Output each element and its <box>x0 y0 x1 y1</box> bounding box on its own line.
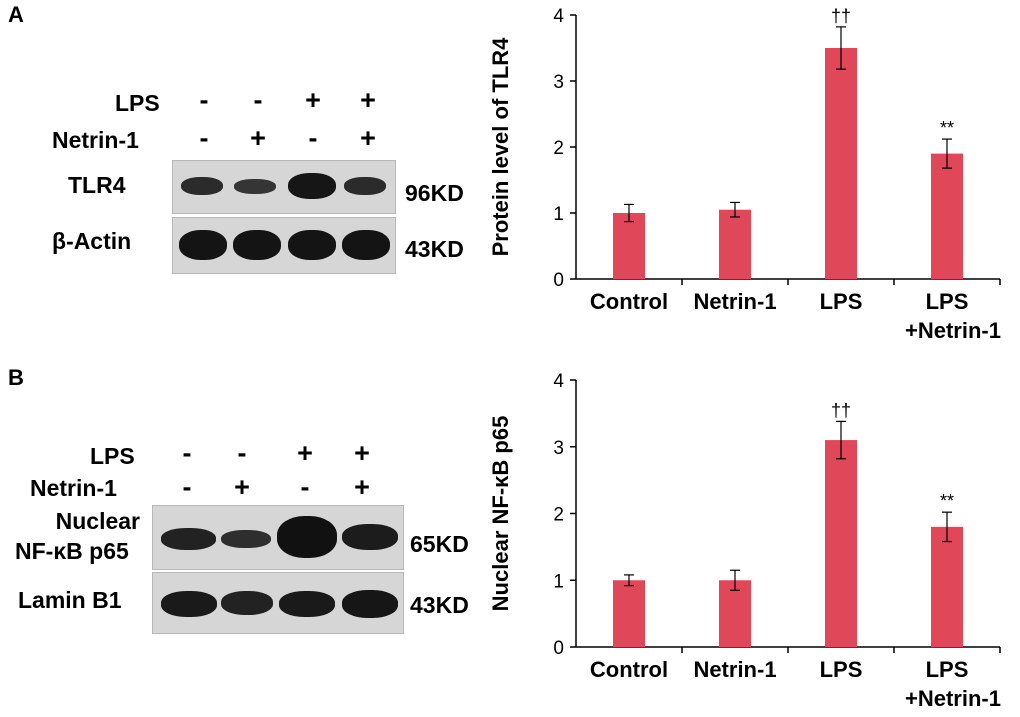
y-tick-label: 4 <box>553 6 564 27</box>
y-tick-label: 1 <box>553 571 564 592</box>
bar <box>931 526 963 647</box>
y-tick-label: 3 <box>553 438 564 459</box>
netrin-mark: - <box>300 472 310 502</box>
blot-band <box>288 173 336 199</box>
bar <box>825 440 857 647</box>
x-tick-label: Control <box>590 289 668 314</box>
netrin-mark: + <box>360 123 376 153</box>
blot-band <box>221 530 271 548</box>
lps-mark: - <box>237 438 247 468</box>
blot-label-actin: β-Actin <box>52 228 132 254</box>
blot-band <box>181 177 223 195</box>
blot-label-nfkb-line2: NF-κB p65 <box>15 538 129 564</box>
bar-chart-tlr4: 0 1 2 3 4 Protein level of TLR4 Control Netrin-… <box>488 6 1001 343</box>
lps-mark: + <box>305 85 321 115</box>
x-tick-label: LPS <box>926 289 969 314</box>
blot-band <box>233 230 281 260</box>
panel-a: A LPS - - + + Netrin-1 - + - + TLR4 96KD… <box>0 0 1020 358</box>
y-axis-label: Nuclear NF-κB p65 <box>488 416 513 612</box>
blot-band <box>234 179 276 194</box>
panel-b: B LPS - - + + Netrin-1 - + - + Nuclear N… <box>0 359 1020 717</box>
y-tick-label: 0 <box>553 270 564 291</box>
panel-letter: B <box>8 365 24 390</box>
blot-label-lamin: Lamin B1 <box>18 587 122 613</box>
netrin-mark: + <box>234 472 250 502</box>
blot-band <box>342 230 390 260</box>
bar <box>931 153 963 279</box>
panel-letter: A <box>8 2 24 27</box>
netrin-mark: - <box>308 123 318 153</box>
netrin-mark: + <box>250 123 266 153</box>
lps-mark: - <box>199 85 209 115</box>
lps-row-label: LPS <box>115 90 160 116</box>
lps-mark: - <box>253 85 263 115</box>
bar <box>825 48 857 279</box>
blot-label-nfkb: Nuclear <box>55 508 140 534</box>
significance-label: ** <box>940 491 954 511</box>
blot-band <box>279 591 335 617</box>
x-tick-label: Netrin-1 <box>693 657 776 682</box>
blot-size-actin: 43KD <box>405 236 464 262</box>
significance-label: ** <box>940 118 954 138</box>
blot-size-nfkb: 65KD <box>410 531 469 557</box>
blot-strip-lamin <box>152 572 404 634</box>
y-tick-label: 2 <box>553 138 564 159</box>
y-tick-label: 4 <box>553 371 564 392</box>
blot-strip-tlr4 <box>172 160 396 214</box>
x-tick-label: +Netrin-1 <box>905 686 1001 711</box>
blot-size-lamin: 43KD <box>410 592 469 618</box>
bar <box>719 580 751 647</box>
y-tick-label: 3 <box>553 72 564 93</box>
y-tick-label: 2 <box>553 505 564 526</box>
blot-band <box>344 177 386 195</box>
x-tick-label: LPS <box>926 657 969 682</box>
y-tick-label: 0 <box>553 638 564 659</box>
netrin-mark: - <box>182 472 192 502</box>
bar <box>613 213 645 279</box>
blot-strip-actin <box>172 217 396 274</box>
lps-row-label: LPS <box>90 443 135 469</box>
y-axis-label: Protein level of TLR4 <box>488 37 513 257</box>
lps-mark: + <box>297 438 313 468</box>
bar-chart-nfkb: 0 1 2 3 4 Nuclear NF-κB p65 Control Netrin-1 †† L… <box>488 371 1001 711</box>
significance-label: †† <box>831 6 851 26</box>
blot-band <box>161 591 217 617</box>
netrin-mark: - <box>199 123 209 153</box>
blot-band <box>342 524 398 550</box>
bar <box>613 580 645 647</box>
x-tick-label: Netrin-1 <box>693 289 776 314</box>
netrin-row-label: Netrin-1 <box>30 475 117 501</box>
blot-band <box>288 230 336 260</box>
blot-band <box>179 230 227 260</box>
y-tick-label: 1 <box>553 204 564 225</box>
netrin-mark: + <box>354 472 370 502</box>
lps-mark: + <box>360 85 376 115</box>
blot-label-tlr4: TLR4 <box>68 172 126 198</box>
bar <box>719 209 751 279</box>
lps-mark: + <box>354 438 370 468</box>
x-tick-label: Control <box>590 657 668 682</box>
x-tick-label: LPS <box>820 289 863 314</box>
netrin-row-label: Netrin-1 <box>52 127 139 153</box>
blot-band <box>277 516 337 558</box>
blot-band <box>221 591 273 615</box>
blot-strip-nfkb <box>152 505 404 570</box>
x-tick-label: +Netrin-1 <box>905 318 1001 343</box>
significance-label: †† <box>831 400 851 420</box>
blot-size-tlr4: 96KD <box>405 180 464 206</box>
blot-band <box>342 590 398 618</box>
lps-mark: - <box>182 438 192 468</box>
x-tick-label: LPS <box>820 657 863 682</box>
blot-band <box>161 528 216 550</box>
